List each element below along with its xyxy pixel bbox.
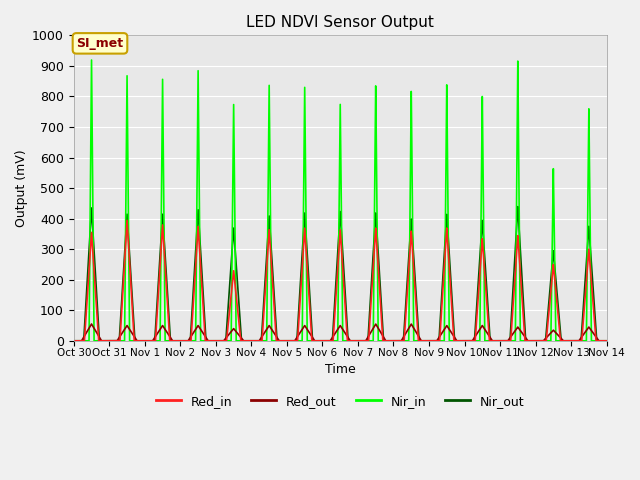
- Nir_out: [184, 338, 191, 344]
- Red_in: [601, 338, 609, 344]
- Red_in: [70, 338, 77, 344]
- Nir_in: [603, 338, 611, 344]
- Nir_in: [179, 338, 186, 344]
- Red_out: [184, 338, 191, 344]
- Red_in: [184, 338, 191, 344]
- Nir_out: [269, 278, 277, 284]
- Nir_out: [603, 338, 611, 344]
- Red_out: [70, 338, 77, 344]
- Nir_out: [514, 204, 522, 209]
- Nir_out: [70, 338, 77, 344]
- Nir_in: [70, 338, 77, 344]
- Nir_out: [179, 338, 186, 344]
- Text: SI_met: SI_met: [76, 37, 124, 50]
- Red_in: [490, 338, 497, 344]
- Red_in: [603, 338, 611, 344]
- Line: Red_in: Red_in: [74, 220, 607, 341]
- Nir_in: [269, 338, 277, 344]
- Red_out: [179, 338, 186, 344]
- X-axis label: Time: Time: [325, 362, 356, 376]
- Red_in: [269, 291, 277, 297]
- Title: LED NDVI Sensor Output: LED NDVI Sensor Output: [246, 15, 434, 30]
- Line: Nir_out: Nir_out: [74, 206, 607, 341]
- Red_in: [179, 338, 186, 344]
- Y-axis label: Output (mV): Output (mV): [15, 149, 28, 227]
- Red_out: [490, 338, 497, 344]
- Red_out: [603, 338, 611, 344]
- Line: Red_out: Red_out: [74, 324, 607, 341]
- Nir_in: [414, 338, 422, 344]
- Red_out: [414, 332, 422, 337]
- Red_out: [88, 321, 95, 327]
- Line: Nir_in: Nir_in: [74, 60, 607, 341]
- Legend: Red_in, Red_out, Nir_in, Nir_out: Red_in, Red_out, Nir_in, Nir_out: [151, 390, 529, 413]
- Red_out: [269, 329, 277, 335]
- Red_in: [414, 326, 422, 332]
- Nir_out: [601, 338, 609, 344]
- Nir_in: [490, 338, 497, 344]
- Nir_out: [413, 314, 421, 320]
- Nir_in: [184, 338, 191, 344]
- Nir_out: [490, 338, 497, 344]
- Red_out: [601, 338, 609, 344]
- Nir_in: [88, 57, 95, 63]
- Nir_in: [601, 338, 609, 344]
- Red_in: [124, 217, 131, 223]
